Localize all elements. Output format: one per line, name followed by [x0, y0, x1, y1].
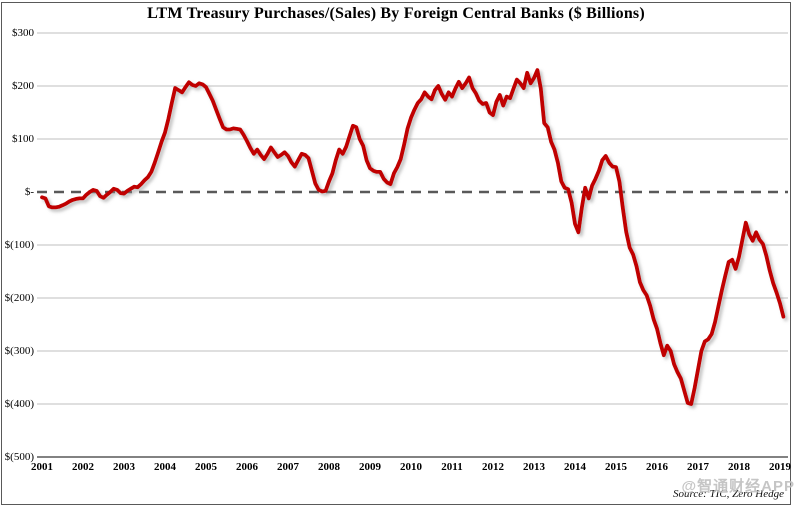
y-axis-tick-label: $200 — [12, 79, 34, 92]
x-axis-tick-label: 2002 — [72, 461, 94, 473]
y-axis-tick-label: $- — [24, 185, 34, 198]
x-axis-tick-label: 2006 — [236, 461, 258, 473]
y-axis-tick-label: $300 — [12, 26, 34, 39]
source-note: Source: TIC, Zero Hedge — [673, 488, 784, 500]
x-axis-tick-label: 2014 — [564, 461, 586, 473]
x-axis-tick-label: 2010 — [400, 461, 422, 473]
y-axis-tick-label: $(200) — [4, 291, 34, 304]
x-axis-tick-label: 2003 — [113, 461, 135, 473]
watermark: @智通财经APP — [681, 478, 795, 495]
x-axis-tick-label: 2017 — [687, 461, 709, 473]
y-axis-tick-label: $100 — [12, 132, 34, 145]
x-axis-tick-label: 2009 — [359, 461, 381, 473]
chart-title: LTM Treasury Purchases/(Sales) By Foreig… — [147, 5, 645, 22]
x-axis-tick-label: 2005 — [195, 461, 217, 473]
x-axis-tick-label: 2019 — [769, 461, 791, 473]
gridlines — [37, 32, 788, 405]
y-axis-tick-label: $(300) — [4, 344, 34, 357]
x-axis-tick-label: 2008 — [318, 461, 340, 473]
x-axis-tick-label: 2007 — [277, 461, 299, 473]
x-axis-tick-label: 2013 — [523, 461, 545, 473]
y-axis-tick-label: $(500) — [4, 450, 34, 463]
x-axis-tick-label: 2016 — [646, 461, 668, 473]
x-axis-tick-label: 2012 — [482, 461, 504, 473]
y-axis-tick-label: $(400) — [4, 397, 34, 410]
x-axis-tick-label: 2004 — [154, 461, 176, 473]
y-axis-tick-label: $(100) — [4, 238, 34, 251]
x-axis-tick-label: 2015 — [605, 461, 627, 473]
x-axis-tick-label: 2001 — [31, 461, 53, 473]
x-axis-tick-label: 2018 — [728, 461, 750, 473]
x-axis-tick-label: 2011 — [441, 461, 463, 473]
data-line — [40, 68, 786, 406]
